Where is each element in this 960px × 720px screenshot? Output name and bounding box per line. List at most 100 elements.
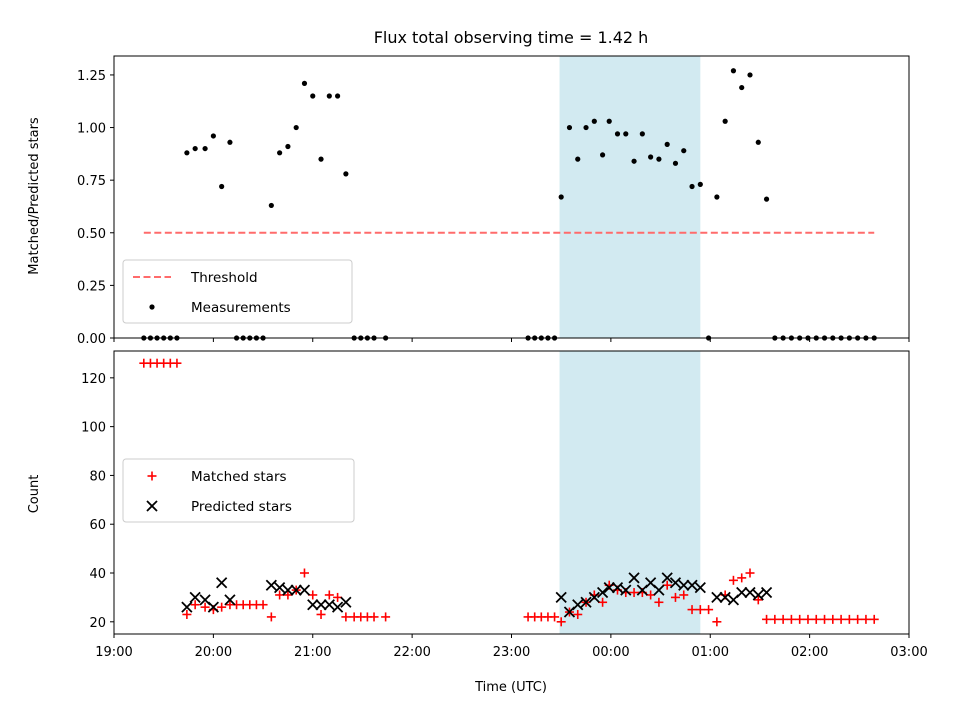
data-point bbox=[762, 614, 772, 624]
data-point bbox=[224, 594, 236, 606]
y-tick-label: 0.50 bbox=[77, 227, 106, 242]
y-tick-label: 0.00 bbox=[77, 332, 106, 347]
data-point bbox=[730, 68, 737, 74]
data-point bbox=[861, 614, 871, 624]
data-point bbox=[575, 156, 581, 162]
data-point bbox=[182, 609, 192, 619]
data-point bbox=[836, 614, 846, 624]
data-point bbox=[869, 614, 879, 624]
data-point bbox=[786, 614, 796, 624]
data-point bbox=[277, 150, 283, 156]
legend-label: Measurements bbox=[191, 300, 291, 316]
data-point bbox=[282, 584, 294, 596]
data-point bbox=[620, 584, 632, 596]
y-tick-label: 1.00 bbox=[77, 122, 106, 137]
data-point bbox=[558, 194, 564, 200]
legend-label: Predicted stars bbox=[191, 499, 292, 515]
data-point bbox=[662, 580, 672, 590]
data-point bbox=[695, 605, 705, 615]
data-point bbox=[266, 612, 276, 622]
data-point bbox=[628, 572, 640, 584]
y-tick-label: 60 bbox=[89, 518, 106, 533]
data-point bbox=[202, 145, 208, 152]
data-point bbox=[844, 614, 854, 624]
data-point bbox=[760, 586, 773, 599]
data-point bbox=[803, 614, 813, 624]
data-point bbox=[308, 590, 318, 600]
data-point bbox=[298, 584, 311, 596]
data-point bbox=[596, 586, 609, 599]
shaded-span bbox=[559, 56, 701, 338]
data-point bbox=[770, 614, 780, 624]
data-point bbox=[315, 599, 327, 611]
data-point bbox=[648, 154, 654, 160]
data-point bbox=[583, 124, 589, 131]
chart-title: Flux total observing time = 1.42 h bbox=[374, 28, 649, 47]
data-point bbox=[265, 579, 277, 591]
legend-swatch bbox=[147, 471, 157, 481]
data-point bbox=[301, 80, 308, 86]
y-tick-label: 40 bbox=[89, 567, 106, 582]
legend-box bbox=[122, 458, 355, 523]
legend-label: Threshold bbox=[190, 270, 258, 286]
data-point bbox=[611, 582, 624, 594]
y-tick-label: 20 bbox=[89, 616, 106, 631]
data-point bbox=[580, 596, 592, 608]
data-point bbox=[631, 158, 637, 164]
data-point bbox=[227, 139, 233, 145]
data-point bbox=[694, 582, 706, 594]
data-point bbox=[275, 590, 285, 600]
data-point bbox=[341, 612, 351, 622]
data-point bbox=[207, 601, 220, 613]
data-point bbox=[639, 131, 645, 137]
x-tick-label: 21:00 bbox=[294, 645, 331, 660]
data-point bbox=[828, 614, 838, 624]
data-point bbox=[217, 602, 227, 612]
data-point bbox=[614, 131, 621, 137]
data-point bbox=[697, 181, 703, 187]
data-point bbox=[820, 614, 830, 624]
data-point bbox=[719, 591, 731, 604]
data-point bbox=[739, 84, 745, 91]
x-tick-label: 01:00 bbox=[692, 645, 729, 660]
data-point bbox=[653, 584, 665, 596]
data-point bbox=[192, 145, 198, 152]
data-point bbox=[283, 590, 293, 600]
data-point bbox=[778, 614, 788, 624]
data-point bbox=[200, 602, 210, 612]
y-tick-label: 100 bbox=[81, 421, 106, 436]
x-tick-label: 23:00 bbox=[493, 645, 530, 660]
data-point bbox=[184, 150, 190, 156]
data-point bbox=[646, 590, 656, 600]
data-point bbox=[629, 588, 639, 598]
data-point bbox=[331, 601, 344, 613]
data-point bbox=[656, 156, 662, 162]
data-point bbox=[181, 601, 193, 613]
bottom-y-axis-label: Count bbox=[27, 475, 42, 514]
data-point bbox=[572, 599, 584, 611]
data-point bbox=[316, 609, 326, 619]
data-point bbox=[712, 617, 722, 627]
data-point bbox=[290, 584, 302, 596]
x-tick-label: 19:00 bbox=[95, 645, 132, 660]
data-point bbox=[728, 575, 738, 585]
data-point bbox=[714, 194, 720, 200]
y-tick-label: 1.25 bbox=[77, 69, 106, 84]
data-point bbox=[598, 597, 608, 607]
data-point bbox=[340, 596, 352, 608]
data-point bbox=[318, 156, 324, 162]
data-point bbox=[323, 599, 335, 611]
data-point bbox=[670, 592, 680, 602]
series-predicted-stars bbox=[181, 572, 773, 618]
legend: Matched stars Predicted stars bbox=[122, 458, 355, 523]
data-point bbox=[566, 124, 573, 131]
data-point bbox=[687, 605, 697, 615]
data-point bbox=[273, 582, 286, 594]
data-point bbox=[686, 579, 698, 591]
data-point bbox=[722, 118, 728, 124]
top-panel: 0.00 0.25 0.50 0.75 1.00 1.25 Threshold Measure… bbox=[77, 55, 910, 347]
data-point bbox=[591, 118, 597, 124]
legend-swatch bbox=[146, 500, 158, 512]
bottom-panel: 20 40 60 80 100 120 19:00 20:00 21:00 22:00 23:00 0… bbox=[81, 350, 928, 660]
data-point bbox=[661, 572, 673, 584]
